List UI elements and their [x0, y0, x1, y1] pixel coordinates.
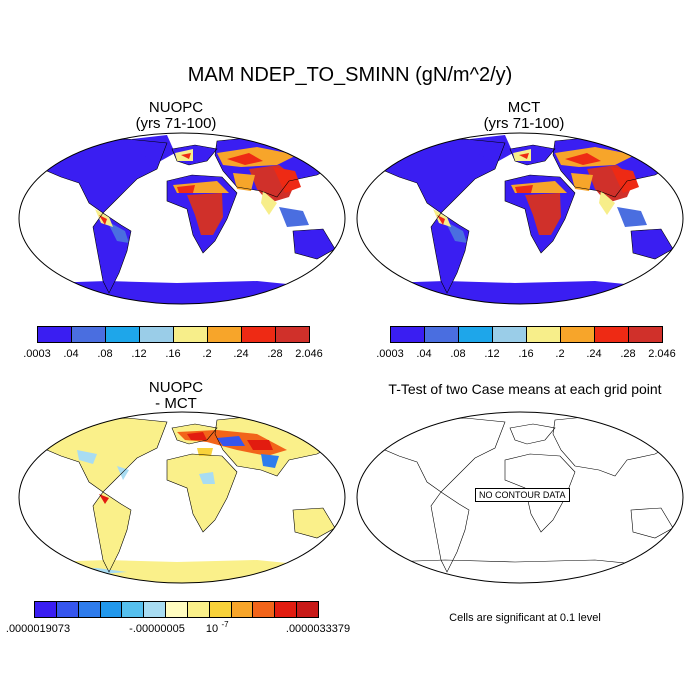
colorbar-tick-label: .16	[518, 348, 534, 360]
colorbar-tick-label: .04	[63, 348, 79, 360]
map-border	[18, 411, 346, 584]
colorbar-difference: .0000019073 -.00000005 10 -7 .0000033379	[6, 601, 350, 641]
colorbar-box	[143, 601, 167, 618]
colorbar-tick-label: .0003	[376, 348, 404, 360]
panel-title-ttest: T-Test of two Case means at each grid po…	[388, 381, 662, 397]
colorbar-box	[34, 601, 57, 618]
colorbar-box	[230, 601, 254, 618]
colorbar-tick-label: .08	[97, 348, 113, 360]
colorbar-box	[275, 326, 310, 343]
difference-map	[18, 411, 346, 584]
figure-title: MAM NDEP_TO_SMINN (gN/m^2/y)	[187, 64, 513, 86]
colorbar-tick-label: .12	[484, 348, 500, 360]
colorbar-box	[165, 601, 188, 618]
colorbar-tick-label: .24	[586, 348, 602, 360]
panel-title-line2: (yrs 71-100)	[135, 115, 217, 132]
colorbar-tick-label: .16	[165, 348, 181, 360]
map-border	[18, 132, 346, 305]
map-border	[356, 411, 684, 584]
panel-title-line1: NUOPC	[148, 99, 204, 116]
panel-title-line2: - MCT	[155, 395, 197, 412]
colorbar-tick-label: .24	[233, 348, 249, 360]
colorbar-tick-label: 2.046	[295, 348, 323, 360]
panel-title-diff: NUOPC - MCT	[36, 380, 316, 412]
panel-title-mct: MCT (yrs 71-100)	[384, 100, 664, 132]
colorbar-box	[208, 601, 232, 618]
colorbar-mct: .0003 .04 .08 .12 .16 .2 .24 .28 2.046	[376, 326, 676, 366]
colorbar-tick-label: .28	[267, 348, 283, 360]
colorbar-box	[424, 326, 459, 343]
nuopc-map	[18, 132, 346, 305]
colorbar-box	[526, 326, 561, 343]
colorbar-box	[121, 601, 145, 618]
colorbar-tick-label: -.00000005	[129, 623, 185, 635]
colorbar-box	[492, 326, 527, 343]
colorbar-tick-label: .2	[555, 348, 565, 360]
colorbar-box	[207, 326, 242, 343]
colorbar-box	[296, 601, 319, 618]
colorbar-box	[458, 326, 493, 343]
panel-title-nuopc: NUOPC (yrs 71-100)	[36, 100, 316, 132]
colorbar-tick-label: 2.046	[648, 348, 676, 360]
map-border	[356, 132, 684, 305]
colorbar-tick-label: .04	[416, 348, 432, 360]
colorbar-box	[628, 326, 663, 343]
colorbar-box	[241, 326, 276, 343]
colorbar-box	[560, 326, 595, 343]
colorbar-box	[105, 326, 140, 343]
colorbar-box	[594, 326, 629, 343]
colorbar-nuopc: .0003 .04 .08 .12 .16 .2 .24 .28 2.046	[23, 326, 323, 366]
colorbar-tick-label: .0000033379	[285, 623, 351, 635]
colorbar-tick-label: -7	[221, 620, 229, 629]
colorbar-tick-label: 10	[205, 623, 219, 635]
colorbar-box	[274, 601, 298, 618]
colorbar-box	[99, 601, 123, 618]
colorbar-tick-label: .0003	[23, 348, 51, 360]
colorbar-box	[390, 326, 425, 343]
colorbar-tick-label: .28	[620, 348, 636, 360]
colorbar-box	[186, 601, 210, 618]
significance-note: Cells are significant at 0.1 level	[449, 612, 601, 624]
mct-map	[356, 132, 684, 305]
panel-title-line1: NUOPC	[148, 379, 204, 396]
no-contour-data-label: NO CONTOUR DATA	[475, 488, 570, 502]
colorbar-box	[71, 326, 106, 343]
colorbar-tick-label: .2	[202, 348, 212, 360]
colorbar-tick-label: .08	[450, 348, 466, 360]
colorbar-tick-label: .0000019073	[5, 623, 71, 635]
colorbar-box	[173, 326, 208, 343]
panel-title-line2: (yrs 71-100)	[483, 115, 565, 132]
colorbar-box	[55, 601, 79, 618]
colorbar-box	[252, 601, 276, 618]
colorbar-box	[139, 326, 174, 343]
colorbar-tick-label: .12	[131, 348, 147, 360]
panel-title-line1: MCT	[507, 99, 541, 116]
colorbar-box	[37, 326, 72, 343]
colorbar-box	[77, 601, 101, 618]
